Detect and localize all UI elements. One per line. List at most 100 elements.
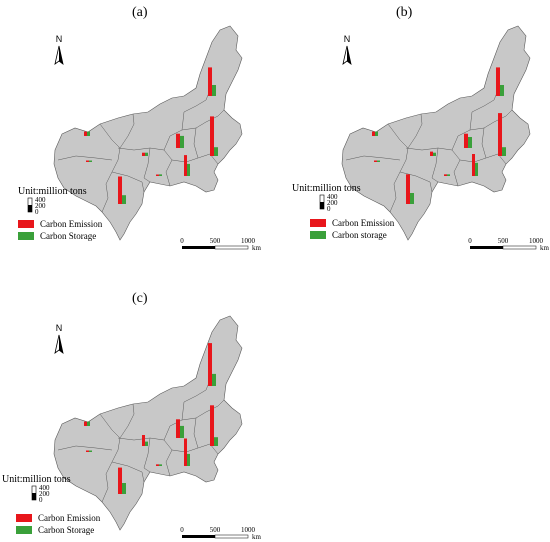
storage-bar — [468, 137, 472, 148]
storage-bar — [87, 421, 90, 426]
storage-bar — [214, 147, 218, 156]
map-panel-b — [341, 25, 531, 241]
scale-bar-c: 0 500 1000 km — [180, 526, 261, 541]
legend-c: Unit:million tons 400 200 0 Carbon Emiss… — [2, 474, 101, 535]
svg-text:0: 0 — [468, 237, 472, 245]
legend-label-emission: Carbon Emission — [38, 513, 101, 523]
storage-bar — [500, 85, 504, 96]
storage-bar — [377, 160, 380, 162]
svg-text:0: 0 — [180, 526, 184, 534]
map-panel-a — [53, 25, 243, 241]
legend-label-emission: Carbon Emission — [332, 218, 395, 228]
storage-bar — [89, 160, 92, 162]
legend-swatch-emission — [18, 220, 34, 228]
storage-bar — [122, 195, 126, 204]
storage-bar — [145, 441, 148, 446]
storage-bar — [87, 131, 90, 136]
emission-bar — [472, 154, 475, 176]
emission-bar — [176, 419, 180, 438]
storage-bar — [502, 147, 506, 156]
emission-bar — [84, 131, 87, 136]
svg-text:500: 500 — [210, 526, 221, 534]
svg-text:1000: 1000 — [241, 237, 256, 245]
emission-bar — [184, 155, 187, 176]
legend-swatch-emission — [16, 514, 32, 522]
emission-bar — [86, 160, 89, 162]
storage-bar — [187, 453, 190, 466]
storage-bar — [180, 425, 184, 438]
emission-bar — [464, 133, 468, 148]
legend-label-storage: Carbon Storage — [38, 525, 94, 535]
emission-bar — [372, 131, 375, 136]
storage-bar — [475, 162, 478, 176]
legend-tick: 0 — [39, 496, 43, 504]
panel-label-c: (c) — [132, 291, 148, 306]
emission-bar — [430, 151, 433, 156]
north-arrow-icon: N — [54, 34, 64, 65]
svg-text:km: km — [540, 244, 550, 252]
legend-tick: 400 — [39, 484, 50, 492]
legend-unit: Unit:million tons — [292, 183, 361, 194]
storage-bar — [375, 131, 378, 136]
legend-label-storage: Carbon storage — [332, 230, 387, 240]
emission-bar — [208, 343, 212, 386]
emission-bar — [374, 160, 377, 162]
legend-tick: 400 — [327, 193, 338, 201]
svg-text:0: 0 — [180, 237, 184, 245]
legend-swatch-emission — [310, 219, 326, 227]
svg-text:500: 500 — [210, 237, 221, 245]
emission-bar — [86, 450, 89, 452]
legend-tick: 0 — [327, 205, 331, 213]
storage-bar — [433, 152, 436, 156]
north-label: N — [56, 323, 63, 333]
svg-text:500: 500 — [498, 237, 509, 245]
panel-label-b: (b) — [396, 5, 413, 20]
storage-bar — [410, 193, 414, 204]
legend-label-storage: Carbon Storage — [40, 231, 96, 241]
legend-tick: 200 — [327, 199, 338, 207]
scale-bar-a: 0 500 1000 km — [180, 237, 261, 252]
legend-a: Unit:million tons 400 200 0 Carbon Emiss… — [18, 186, 103, 241]
emission-bar — [184, 438, 187, 466]
legend-tick: 200 — [39, 490, 50, 498]
legend-unit: Unit:million tons — [18, 186, 87, 197]
storage-bar — [212, 373, 216, 386]
storage-bar — [180, 135, 184, 148]
scale-bar-b: 0 500 1000 km — [468, 237, 549, 252]
legend-tick: 0 — [35, 208, 39, 216]
legend-label-emission: Carbon Emission — [40, 219, 103, 229]
emission-bar — [142, 152, 145, 156]
legend-tick: 200 — [35, 202, 46, 210]
legend-b: Unit:million tons 400 200 0 Carbon Emiss… — [292, 183, 395, 240]
north-arrow-icon: N — [54, 323, 64, 354]
emission-bar — [444, 174, 447, 176]
svg-text:1000: 1000 — [529, 237, 544, 245]
storage-bar — [212, 85, 216, 96]
storage-bar — [159, 174, 162, 176]
emission-bar — [156, 464, 159, 466]
legend-swatch-storage — [16, 526, 32, 534]
storage-bar — [187, 163, 190, 176]
emission-bar — [84, 421, 87, 426]
storage-bar — [89, 450, 92, 452]
emission-bar — [208, 67, 212, 96]
emission-bar — [210, 116, 214, 156]
svg-text:km: km — [252, 533, 262, 541]
svg-text:1000: 1000 — [241, 526, 256, 534]
emission-bar — [210, 405, 214, 446]
legend-tick: 400 — [35, 196, 46, 204]
storage-bar — [122, 483, 126, 494]
storage-bar — [447, 174, 450, 176]
storage-bar — [145, 152, 148, 156]
north-label: N — [56, 34, 63, 44]
emission-bar — [176, 133, 180, 148]
emission-bar — [118, 467, 122, 494]
storage-bar — [159, 464, 162, 466]
legend-swatch-storage — [310, 231, 326, 239]
emission-bar — [498, 113, 502, 156]
emission-bar — [156, 174, 159, 176]
emission-bar — [118, 176, 122, 204]
north-label: N — [344, 34, 351, 44]
emission-bar — [496, 67, 500, 96]
panel-label-a: (a) — [132, 5, 148, 20]
